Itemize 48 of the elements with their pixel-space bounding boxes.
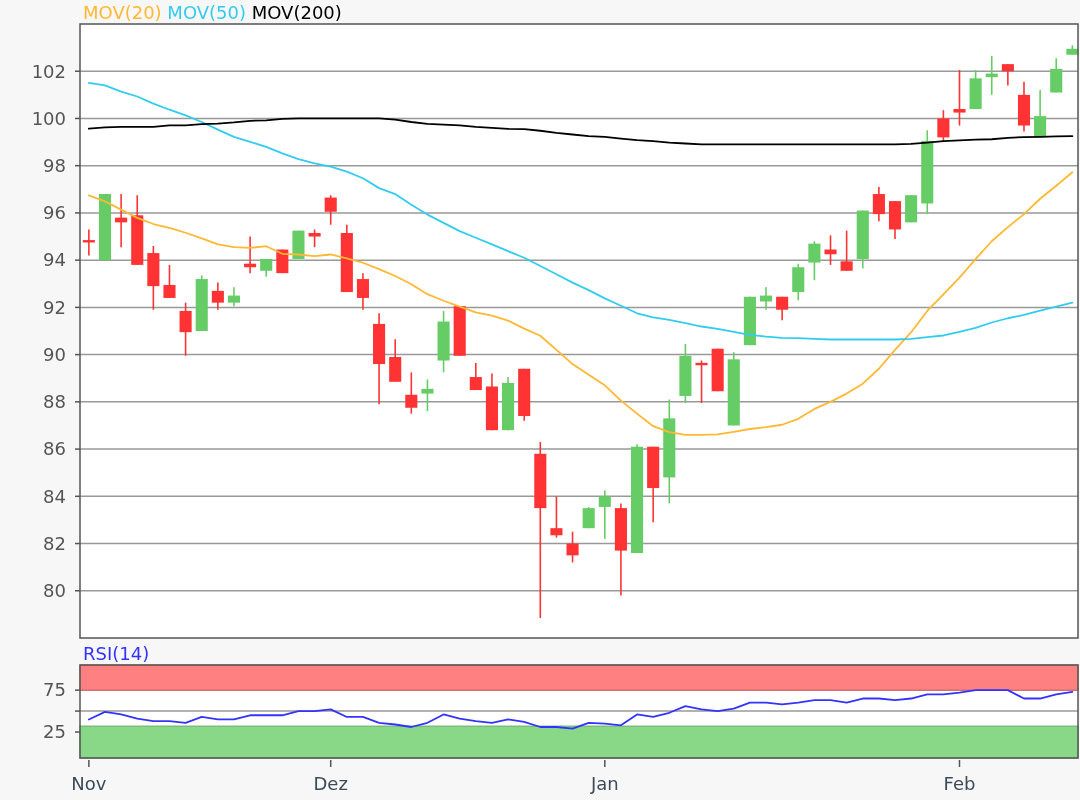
candlestick [1034, 89, 1047, 139]
y-tick-label: 80 [43, 580, 66, 602]
candlestick [421, 378, 434, 413]
candlestick [1001, 63, 1014, 87]
line-series [87, 171, 1074, 436]
text: MOV(20) [83, 2, 162, 23]
candlestick [808, 240, 821, 282]
y-tick-label: 92 [43, 296, 66, 318]
candlestick [227, 286, 241, 307]
line-series [87, 117, 1074, 146]
candlestick [405, 371, 418, 415]
y-tick-label: 84 [43, 485, 66, 507]
x-tick-label: Nov [71, 773, 107, 794]
candlestick [840, 229, 853, 272]
candlestick [469, 362, 482, 391]
y-tick-label: 25 [43, 721, 66, 743]
candlestick [324, 194, 337, 226]
candlestick [953, 69, 966, 127]
candlestick [937, 109, 950, 143]
candlestick [179, 301, 192, 357]
text: MOV(200) [251, 2, 342, 23]
y-tick-label: 96 [43, 202, 66, 224]
candlestick [598, 489, 611, 540]
y-tick-label: 75 [43, 679, 66, 701]
y-tick-label: 98 [43, 154, 66, 176]
x-tick-label: Jan [589, 773, 619, 794]
x-tick-label: Feb [943, 773, 976, 794]
text: MOV(50) [167, 2, 247, 23]
text: RSI(14) [83, 643, 150, 664]
line-series [87, 689, 1074, 730]
candlestick [1050, 57, 1063, 94]
y-tick-label: 94 [43, 249, 66, 271]
candlestick [695, 359, 708, 404]
y-tick-label: 88 [43, 391, 66, 413]
candlestick [824, 234, 837, 266]
x-tick-label: Dez [313, 773, 348, 794]
candlestick [872, 186, 885, 222]
candlestick [566, 530, 579, 564]
y-tick-label: 86 [43, 438, 66, 460]
y-tick-label: 90 [43, 343, 66, 365]
candlestick [211, 281, 224, 311]
y-tick-label: 82 [43, 532, 66, 554]
candlestick [356, 272, 369, 311]
candlestick [550, 495, 563, 539]
candlestick [163, 264, 176, 299]
line-series [87, 81, 1074, 341]
y-tick-label: 100 [31, 107, 66, 129]
y-tick-label: 102 [31, 60, 66, 82]
